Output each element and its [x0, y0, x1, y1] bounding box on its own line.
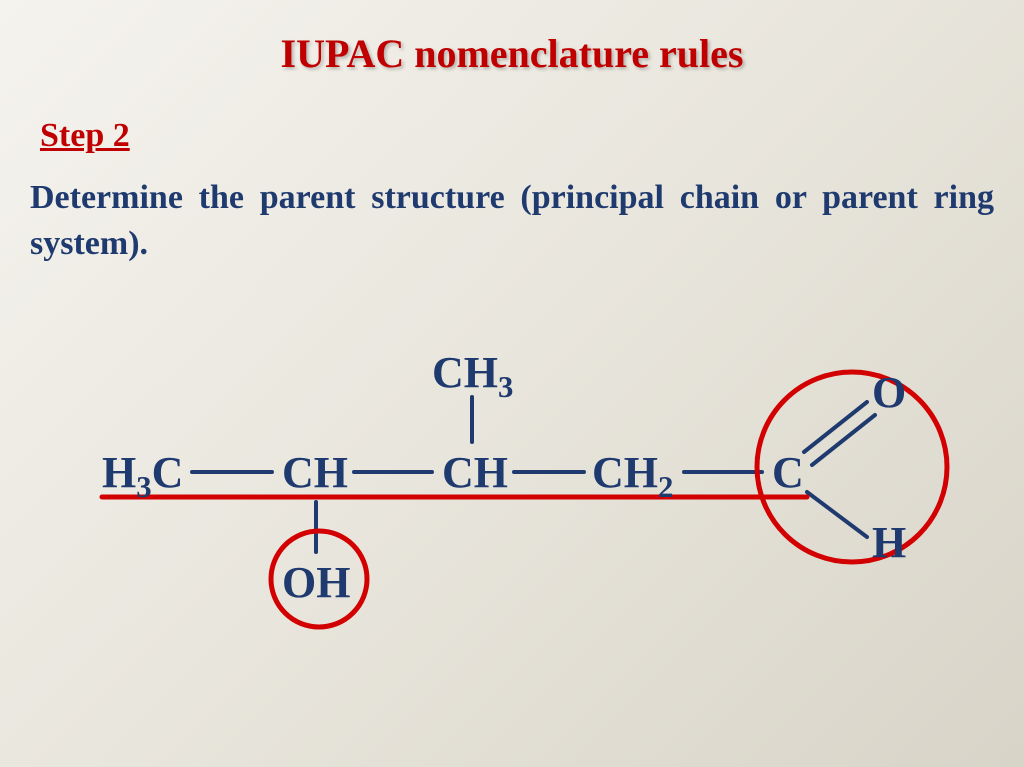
atom-ch2: CH2: [592, 447, 673, 505]
atom-h_end: H: [872, 517, 906, 568]
chemical-structure: CH3H3CCHCHCH2COHOH: [72, 317, 952, 637]
body-text: Determine the parent structure (principa…: [30, 175, 994, 267]
atom-ch_1: CH: [282, 447, 348, 498]
slide-title: IUPAC nomenclature rules: [30, 30, 994, 77]
atom-o_end: O: [872, 367, 906, 418]
atom-c_end: C: [772, 447, 804, 498]
slide: IUPAC nomenclature rules Step 2 Determin…: [0, 0, 1024, 767]
step-label: Step 2: [40, 117, 994, 155]
atom-ch_2: CH: [442, 447, 508, 498]
atom-h3c: H3C: [102, 447, 183, 505]
atom-oh: OH: [282, 557, 350, 608]
atom-ch3_top: CH3: [432, 347, 513, 405]
